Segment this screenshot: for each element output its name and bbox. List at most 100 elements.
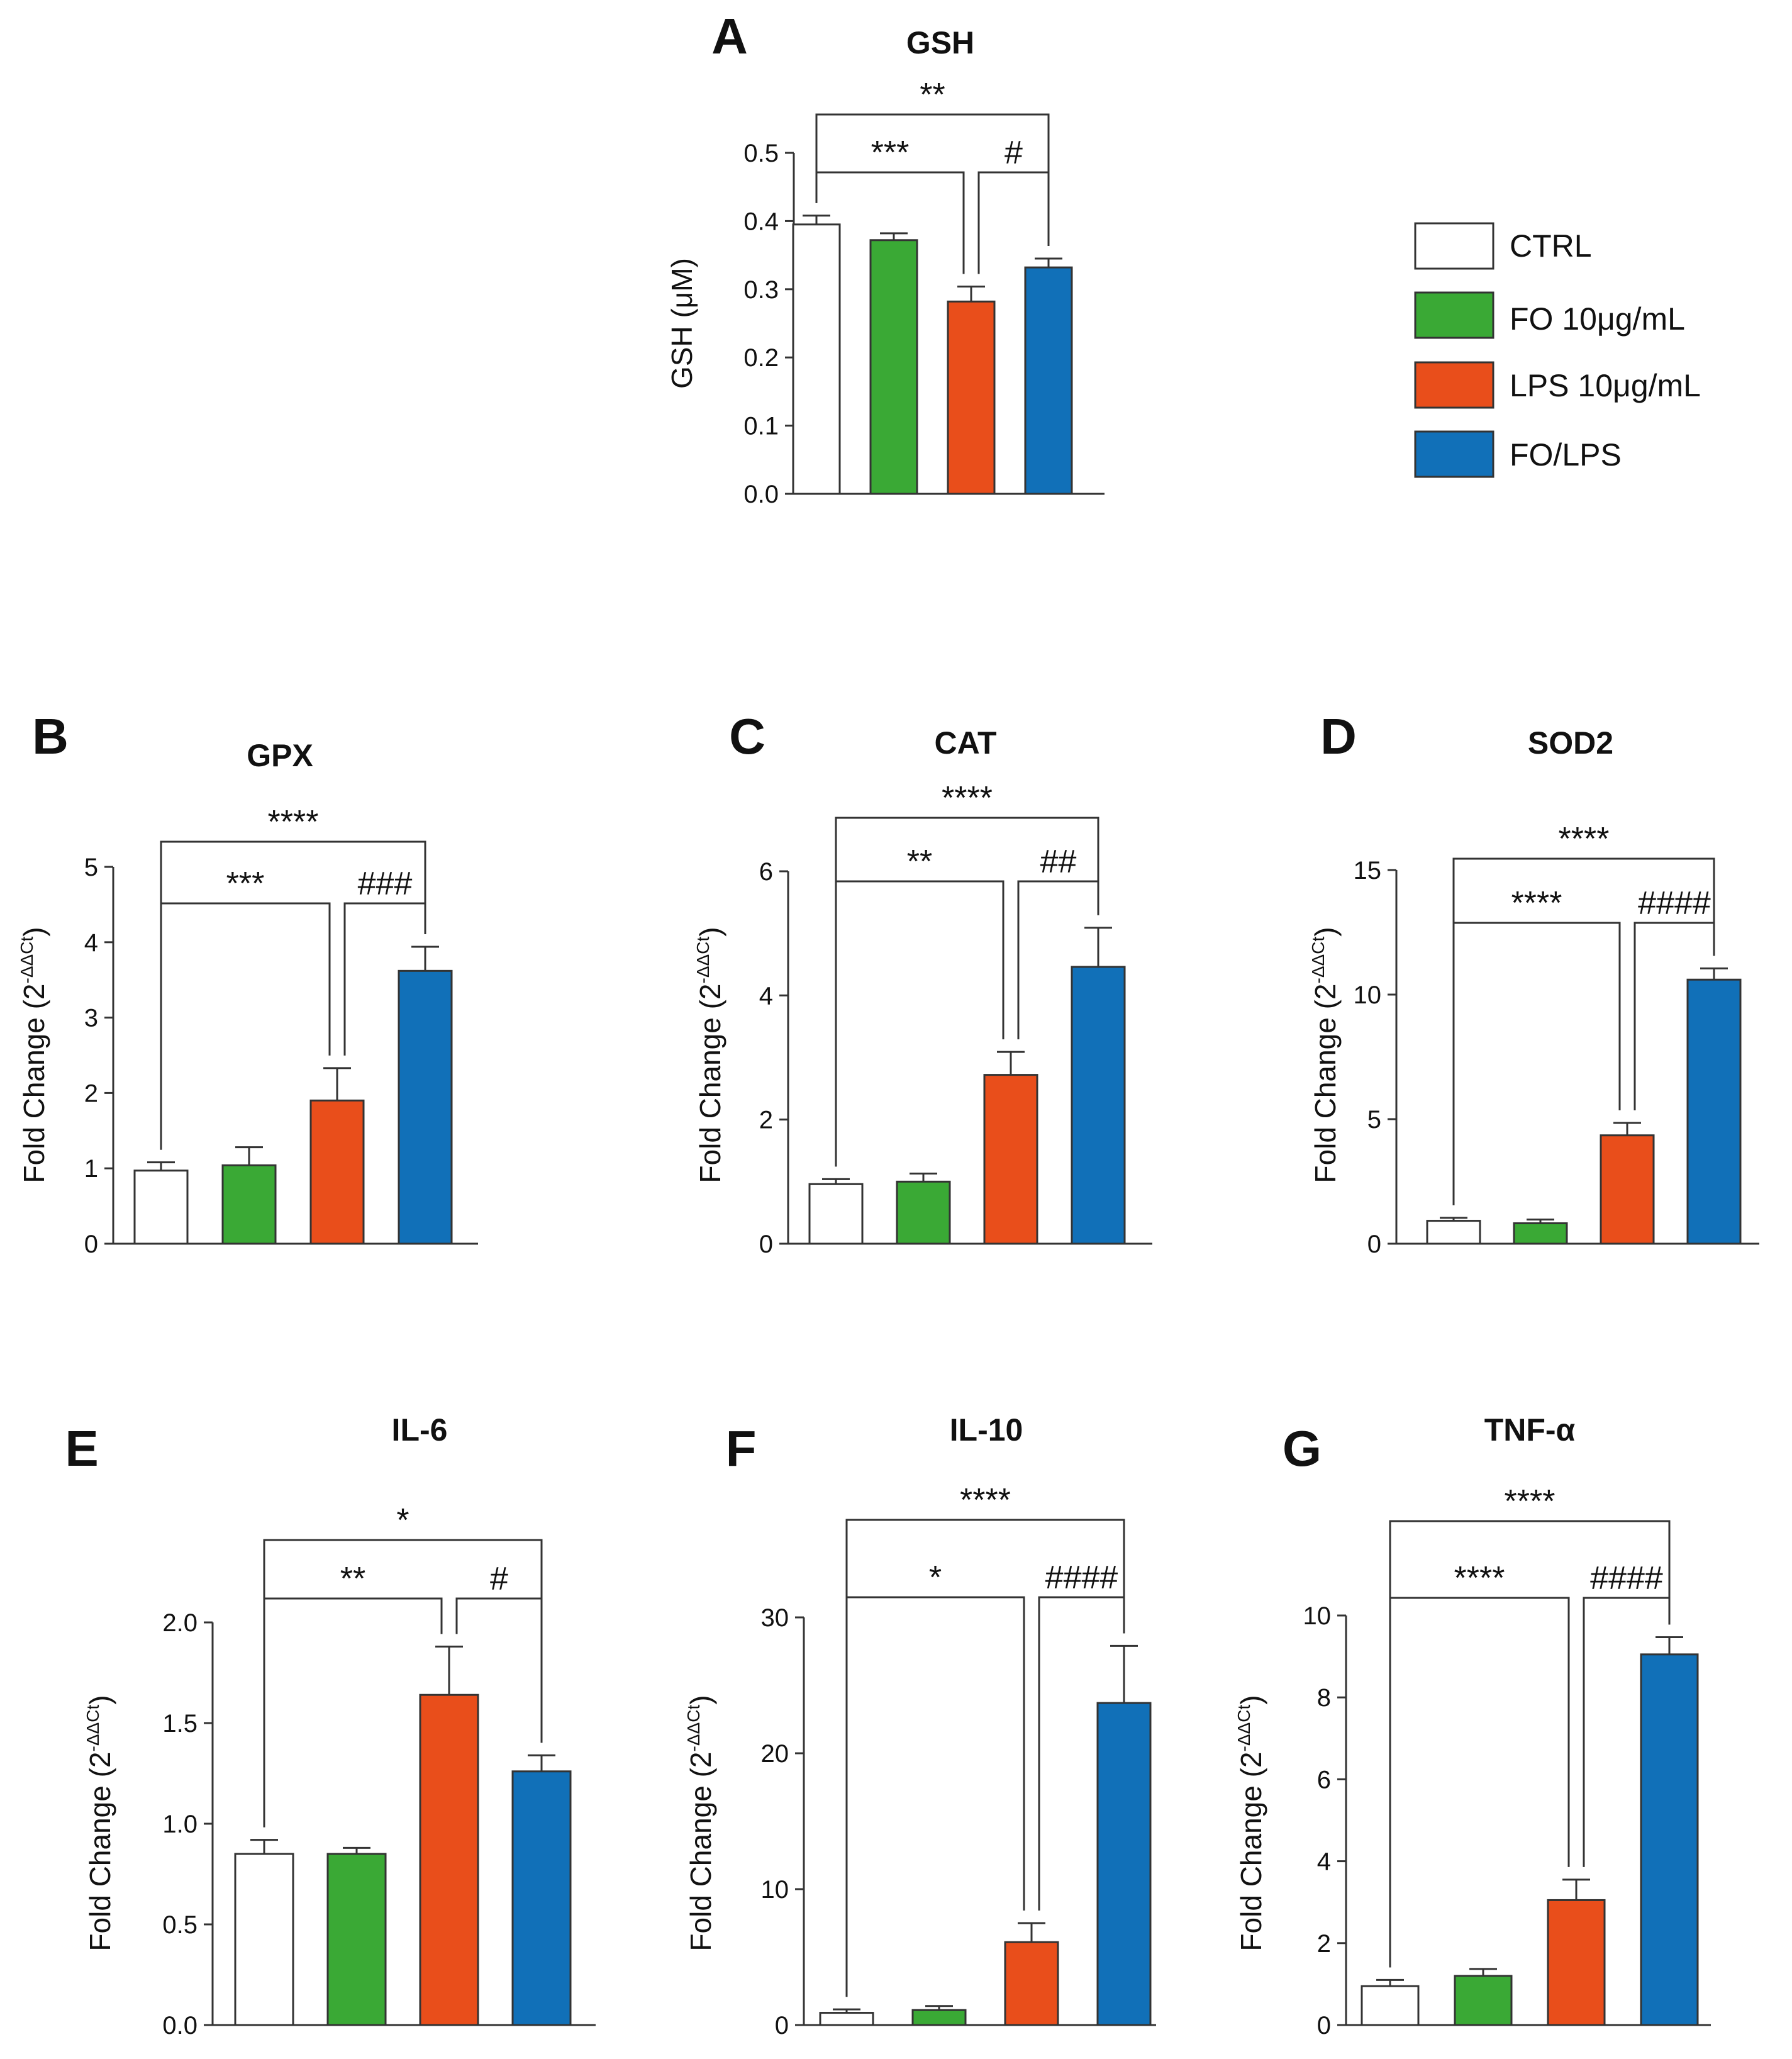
significance-bracket [160,902,331,1150]
significance-bracket [977,171,1050,274]
legend-swatch-lps [1414,361,1494,409]
bar [309,1099,365,1245]
significance-label: ** [920,77,945,113]
y-tick-label: 0 [759,1230,773,1258]
significance-label: * [929,1560,942,1596]
y-tick-label: 20 [761,1740,789,1768]
y-tick-label: 0.3 [743,276,779,304]
significance-label: ** [340,1561,365,1597]
y-tick-label: 15 [1354,857,1382,884]
bar [869,239,918,495]
bar [1071,966,1126,1245]
bar [398,969,453,1245]
y-axis-label-superscript: -ΔΔCt [684,1705,703,1752]
legend-swatch-folps [1414,430,1494,478]
y-axis-label: Fold Change (2-ΔΔCt) [693,927,726,1183]
bar [819,2012,874,2026]
y-tick-label: 0.5 [743,140,779,167]
bar [1004,1941,1059,2026]
y-axis-label-superscript: -ΔΔCt [17,937,36,984]
y-tick-label: 4 [84,929,98,957]
y-axis-label-superscript: -ΔΔCt [1308,937,1328,984]
panel-title: GSH [906,25,974,60]
bar [1513,1222,1568,1245]
bar [1640,1653,1699,2026]
panel-letter: D [1320,708,1357,764]
y-axis-label-text: Fold Change (2 [694,983,726,1183]
y-tick-label: 4 [1317,1848,1331,1876]
y-axis-label-close: ) [694,927,726,936]
significance-label: # [1005,135,1023,171]
panel-e: E IL-6 0.0 0.5 1.0 1.5 2.0 Fold Change (2-ΔΔCt)… [65,1412,596,2039]
y-tick-label: 0.2 [743,344,779,372]
significance-label: *** [871,135,910,171]
y-axis-label-text: Fold Change (2 [84,1751,116,1951]
legend-label-fo: FO 10μg/mL [1510,301,1685,337]
bar [947,300,996,495]
panel-letter: G [1283,1420,1322,1476]
y-tick-label: 10 [1303,1602,1332,1630]
significance-label: #### [1045,1560,1118,1596]
y-tick-label: 1.5 [162,1710,198,1738]
significance-label: #### [1590,1560,1663,1597]
significance-bracket [845,1596,1025,1997]
y-axis-label-close: ) [1235,1695,1267,1704]
y-axis-label-close: ) [18,927,50,936]
y-axis-label-text: GSH (μM) [665,258,698,389]
panel-g: G TNF-α 0 2 4 6 8 10 Fold Change (2-ΔΔCt) **** ***… [1234,1412,1711,2039]
significance-label: ### [358,866,413,902]
panel-b: B GPX 0 1 2 3 4 5 Fold Change (2-ΔΔCt) ******* ### [17,708,478,1258]
panel-d: D SOD2 0 5 10 15 Fold Change (2-ΔΔCt) **** **** #… [1308,708,1759,1258]
significance-bracket [1017,880,1099,1040]
panel-title: IL-10 [950,1412,1023,1448]
y-tick-label: 0.1 [743,413,779,440]
y-tick-label: 10 [761,1876,789,1904]
significance-bracket [1389,1597,1570,1968]
significance-label: *** [226,866,265,902]
y-tick-label: 3 [84,1005,98,1032]
y-axis-label-superscript: -ΔΔCt [1234,1705,1254,1752]
significance-label: #### [1638,885,1711,922]
bar [234,1853,294,2026]
y-axis-label: GSH (μM) [665,258,698,389]
panel-letter: B [32,708,69,764]
legend-label-ctrl: CTRL [1510,228,1592,264]
bar [911,2009,967,2026]
significance-label: ** [907,844,932,880]
panel-letter: F [726,1420,757,1476]
panel-title: SOD2 [1528,725,1613,761]
panel-letter: C [729,708,765,764]
panel-title: TNF-α [1484,1412,1576,1448]
significance-bracket [1633,922,1715,1110]
legend-label-lps: LPS 10μg/mL [1510,368,1701,403]
y-tick-label: 6 [759,858,773,886]
legend-swatch-ctrl [1414,222,1494,270]
bar [1547,1899,1606,2026]
y-tick-label: 0 [84,1230,98,1258]
bar [983,1074,1038,1245]
y-axis-label: Fold Change (2-ΔΔCt) [1234,1695,1267,1951]
y-axis-label-superscript: -ΔΔCt [693,937,713,984]
significance-label: **** [1454,1560,1505,1597]
significance-bracket [1583,1597,1671,1867]
y-tick-label: 0 [1367,1230,1381,1258]
bar [419,1694,479,2026]
y-tick-label: 8 [1317,1684,1331,1712]
y-tick-label: 6 [1317,1766,1331,1794]
significance-label: **** [960,1482,1011,1519]
y-axis-label: Fold Change (2-ΔΔCt) [83,1695,116,1951]
y-axis-label-superscript: -ΔΔCt [83,1705,103,1752]
y-axis-label: Fold Change (2-ΔΔCt) [684,1695,717,1951]
panel-title: CAT [934,725,996,761]
bar [1096,1702,1152,2026]
y-axis-label-close: ) [1309,927,1342,936]
bar [1686,978,1742,1245]
significance-bracket [815,171,965,274]
y-axis-label-close: ) [684,1695,717,1704]
y-tick-label: 0 [775,2012,789,2039]
bar [326,1853,387,2026]
significance-label: **** [942,780,993,817]
y-axis-label: Fold Change (2-ΔΔCt) [17,927,50,1183]
